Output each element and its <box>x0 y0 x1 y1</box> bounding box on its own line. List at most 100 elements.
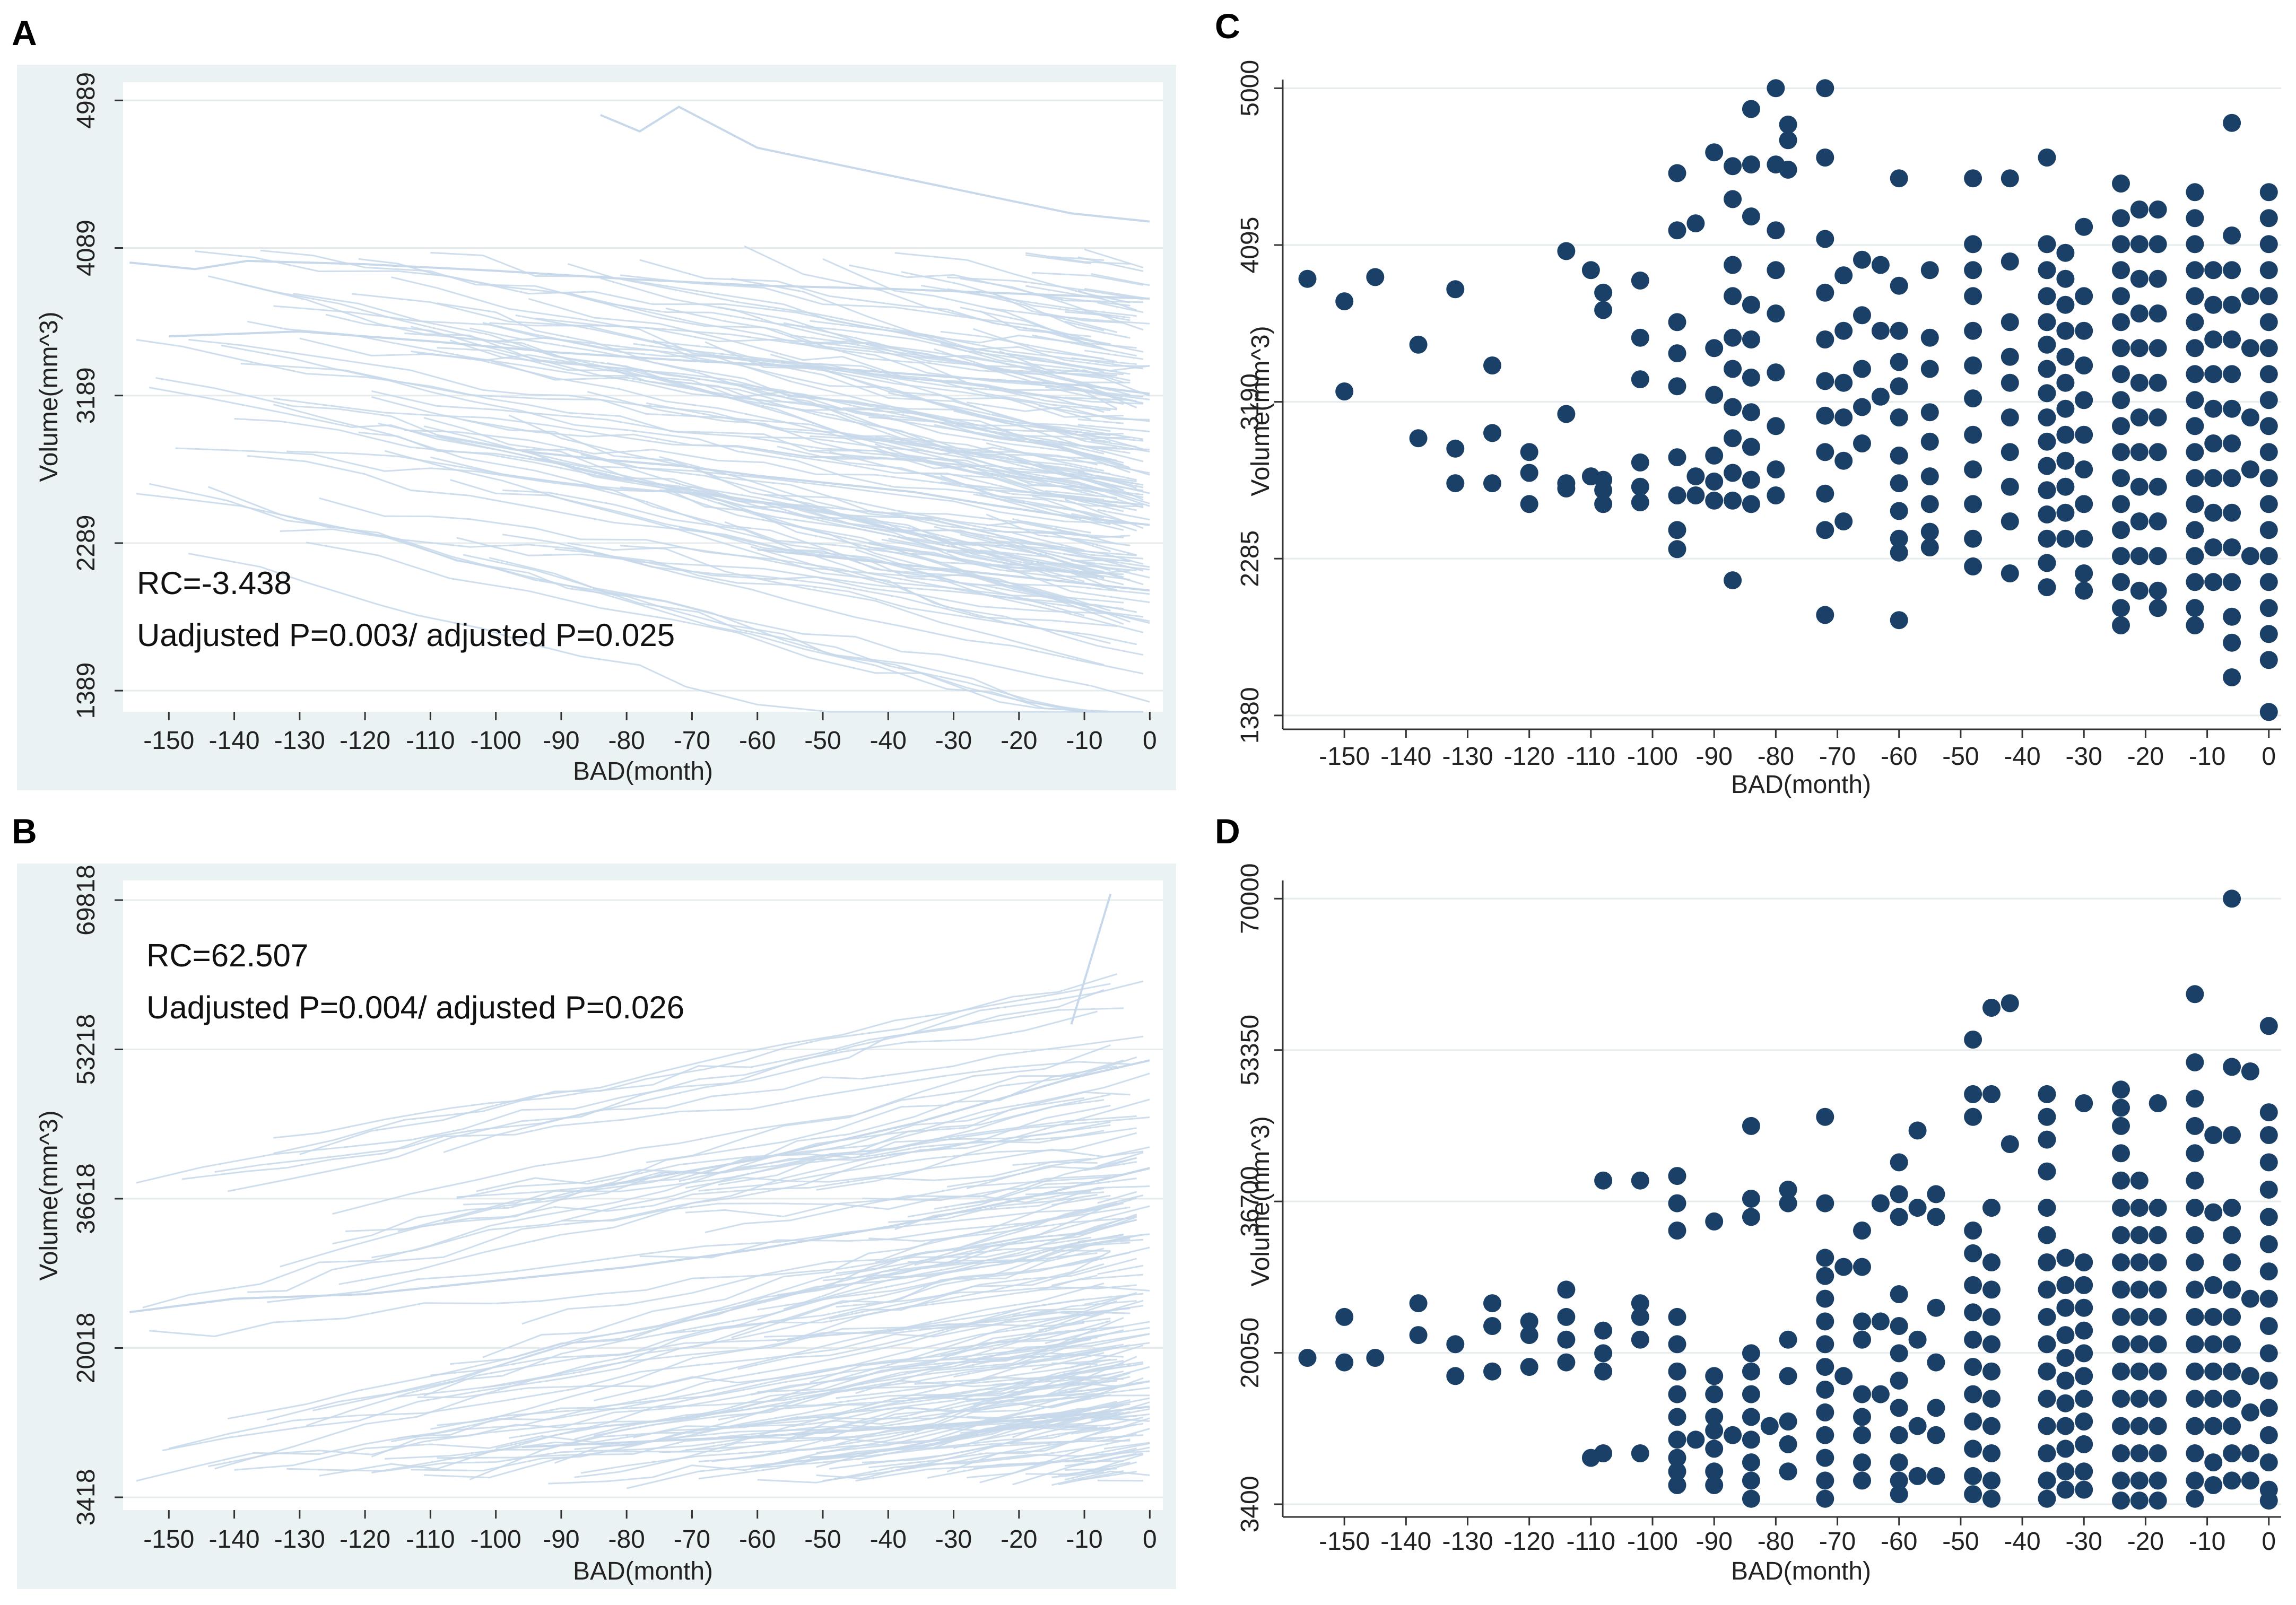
panel-c-point <box>2038 408 2056 426</box>
panel-d-point <box>2130 1307 2149 1326</box>
panel-d-point <box>1816 1381 1834 1399</box>
panel-d-point <box>2186 1280 2204 1299</box>
panel-b-trajectory <box>423 1254 1104 1397</box>
panel-b-trajectory <box>967 1410 1085 1419</box>
panel-d-point <box>2204 1126 2223 1144</box>
panel-d-point <box>2223 1253 2241 1271</box>
panel-c-point <box>1816 230 1834 248</box>
panel-c-point <box>2075 564 2093 582</box>
panel-c-point <box>1834 266 1853 285</box>
panel-c-point <box>2001 443 2019 461</box>
panel-c-point <box>2130 339 2149 357</box>
panel-d-point <box>1964 1412 1982 1430</box>
panel-c-point <box>1767 79 1785 98</box>
panel-c-point <box>1816 283 1834 302</box>
panel-d-y-axis-title: Volume(mm^3) <box>1247 1116 1275 1286</box>
panel-c-point <box>1767 304 1785 322</box>
panel-c-point <box>2112 313 2130 332</box>
panel-d-point <box>2259 1235 2278 1253</box>
panel-a-trajectory <box>188 553 1130 713</box>
panel-c-point <box>2223 469 2241 487</box>
panel-d-point <box>1816 1403 1834 1421</box>
panel-c-point <box>1668 486 1686 504</box>
panel-d-point <box>2204 1362 2223 1381</box>
panel-c-point <box>1705 446 1724 465</box>
panel-d-point <box>1742 1489 1760 1508</box>
panel-b-trajectory <box>1051 1194 1111 1206</box>
panel-a-trajectory <box>1058 441 1130 454</box>
panel-c-point <box>1890 169 1908 188</box>
panel-b-trajectory <box>1103 1442 1150 1450</box>
panel-c-xtick-label: -110 <box>1567 743 1616 771</box>
panel-c-point <box>2130 408 2149 426</box>
panel-c-point <box>2259 261 2278 280</box>
panel-a-trajectory <box>528 298 1104 413</box>
panel-c-point <box>2204 434 2223 452</box>
panel-c-point <box>2130 304 2149 322</box>
panel-c-point <box>1964 169 1982 188</box>
panel-b-trajectory <box>1006 1412 1117 1426</box>
panel-c-point <box>2130 235 2149 254</box>
panel-c-point <box>1724 157 1742 176</box>
panel-c-point <box>1767 261 1785 280</box>
panel-c-point <box>1705 143 1724 162</box>
panel-c-point <box>2056 425 2075 444</box>
panel-b-trajectory <box>430 1311 1130 1376</box>
panel-c-point <box>1920 328 1939 347</box>
panel-b-trajectory <box>973 1380 1150 1406</box>
panel-a-p-annotation: Uadjusted P=0.003/ adjusted P=0.025 <box>137 617 675 653</box>
panel-d-point <box>1964 1358 1982 1376</box>
panel-d-point <box>1982 1444 2001 1462</box>
panel-d-point <box>2223 1058 2241 1076</box>
panel-c-point <box>2149 512 2167 530</box>
panel-d-point <box>1853 1426 1871 1444</box>
panel-d-point <box>1890 1471 1908 1490</box>
panel-d-point <box>1816 1107 1834 1126</box>
panel-a-trajectory <box>404 429 1085 499</box>
panel-a-xtick-label: -100 <box>471 727 521 755</box>
panel-c-point <box>2223 538 2241 556</box>
panel-c-point <box>2056 529 2075 548</box>
panel-d-point <box>2112 1226 2130 1244</box>
panel-c-xtick-label: -40 <box>2004 743 2040 771</box>
panel-c-point <box>2259 703 2278 721</box>
panel-c-point <box>2241 287 2259 306</box>
panel-b-trajectory <box>946 1157 1137 1188</box>
panel-b-trajectory <box>548 1440 1130 1485</box>
panel-c-point <box>2130 373 2149 392</box>
panel-a-trajectory <box>1019 479 1098 494</box>
panel-c-point <box>2112 469 2130 487</box>
panel-b-trajectory <box>1097 1433 1137 1443</box>
panel-d-point <box>1871 1194 1890 1213</box>
panel-c-point <box>2075 460 2093 478</box>
panel-d-point <box>2112 1253 2130 1271</box>
panel-c-point <box>2259 443 2278 461</box>
panel-b-trajectory <box>247 1104 1111 1293</box>
panel-d-point <box>1908 1121 1927 1140</box>
panel-c-xtick-label: 0 <box>2262 743 2276 771</box>
panel-d-point <box>2112 1471 2130 1490</box>
panel-c-point <box>2056 243 2075 262</box>
panel-d-point <box>2149 1280 2167 1299</box>
panel-b-trajectory <box>456 1116 1150 1199</box>
panel-b-trajectory <box>371 1327 1150 1458</box>
panel-c-point <box>2186 287 2204 306</box>
panel-c-point <box>2241 408 2259 426</box>
panel-d-point <box>1581 1449 1600 1467</box>
panel-c-point <box>2112 573 2130 591</box>
panel-d-point <box>2056 1371 2075 1390</box>
panel-d-point <box>2223 1307 2241 1326</box>
panel-d-point <box>1816 1426 1834 1444</box>
panel-d-point <box>1742 1453 1760 1472</box>
panel-c-point <box>1742 330 1760 348</box>
panel-c-point <box>1594 495 1613 513</box>
panel-d-point <box>1890 1399 1908 1417</box>
panel-c-point <box>2056 451 2075 470</box>
panel-d-point <box>1890 1185 1908 1203</box>
panel-c-point <box>2204 573 2223 591</box>
panel-d-xtick-label: -100 <box>1627 1528 1678 1556</box>
panel-d-point <box>2038 1107 2056 1126</box>
panel-d-point <box>1668 1449 1686 1467</box>
panel-d-point <box>1816 1249 1834 1267</box>
panel-c-point <box>1816 79 1834 98</box>
